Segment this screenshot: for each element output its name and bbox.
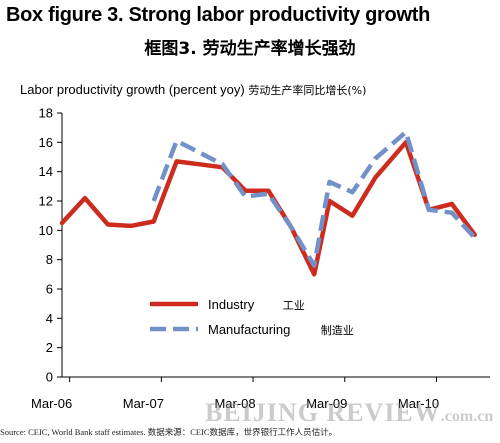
x-tick-label: Mar-09 <box>306 396 347 411</box>
y-tick-label: 8 <box>46 252 53 267</box>
legend-label-manufacturing: Manufacturing <box>208 322 290 337</box>
y-axis-label: Labor productivity growth (percent yoy) … <box>20 82 490 98</box>
x-tick-label: Mar-08 <box>214 396 255 411</box>
y-axis-label-cn: 劳动生产率同比增长(%) <box>248 84 367 97</box>
watermark-text: BEIJING REVIEW <box>205 398 441 427</box>
watermark-suffix: .com.cn <box>440 408 494 425</box>
x-tick-label: Mar-07 <box>123 396 164 411</box>
y-tick-label: 12 <box>39 194 53 209</box>
source-note: Source: CEIC, World Bank staff estimates… <box>0 427 338 437</box>
x-tick-label: Mar-10 <box>398 396 439 411</box>
y-tick-label: 4 <box>46 311 53 326</box>
legend-label-industry: Industry <box>208 297 255 312</box>
chart-title-chinese: 框图3. 劳动生产率增长强劲 <box>144 39 356 59</box>
x-tick-label: Mar-06 <box>31 396 72 411</box>
y-axis-label-en: Labor productivity growth (percent yoy) <box>20 82 245 97</box>
y-tick-label: 10 <box>39 223 53 238</box>
legend-label-cn-industry: 工业 <box>283 299 305 312</box>
chart-title: Box figure 3. Strong labor productivity … <box>6 4 430 26</box>
y-tick-label: 14 <box>39 164 53 179</box>
legend-label-cn-manufacturing: 制造业 <box>321 323 354 337</box>
y-tick-label: 16 <box>39 135 53 150</box>
y-tick-label: 0 <box>46 370 53 385</box>
y-tick-label: 6 <box>46 282 53 297</box>
y-tick-label: 18 <box>39 106 53 121</box>
y-tick-label: 2 <box>46 340 53 355</box>
watermark: BEIJING REVIEW.com.cn <box>205 398 493 428</box>
